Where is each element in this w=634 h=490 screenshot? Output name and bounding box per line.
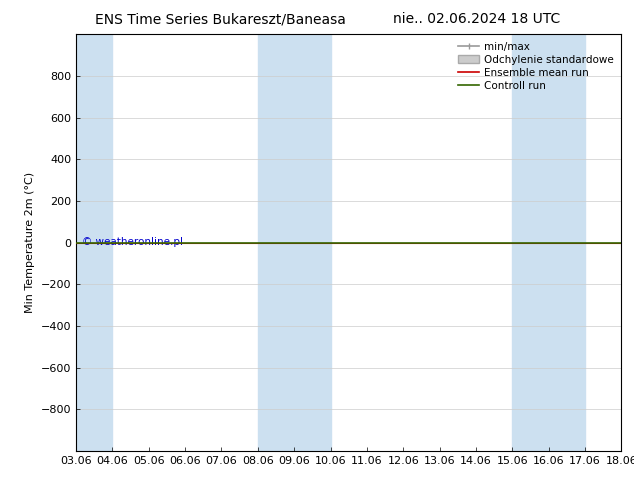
Bar [258, 34, 330, 451]
Text: © weatheronline.pl: © weatheronline.pl [82, 237, 183, 247]
Bar [76, 34, 112, 451]
Y-axis label: Min Temperature 2m (°C): Min Temperature 2m (°C) [25, 172, 35, 313]
Bar [512, 34, 585, 451]
Text: nie.. 02.06.2024 18 UTC: nie.. 02.06.2024 18 UTC [393, 12, 560, 26]
Legend: min/max, Odchylenie standardowe, Ensemble mean run, Controll run: min/max, Odchylenie standardowe, Ensembl… [454, 37, 618, 95]
Text: ENS Time Series Bukareszt/Baneasa: ENS Time Series Bukareszt/Baneasa [95, 12, 346, 26]
